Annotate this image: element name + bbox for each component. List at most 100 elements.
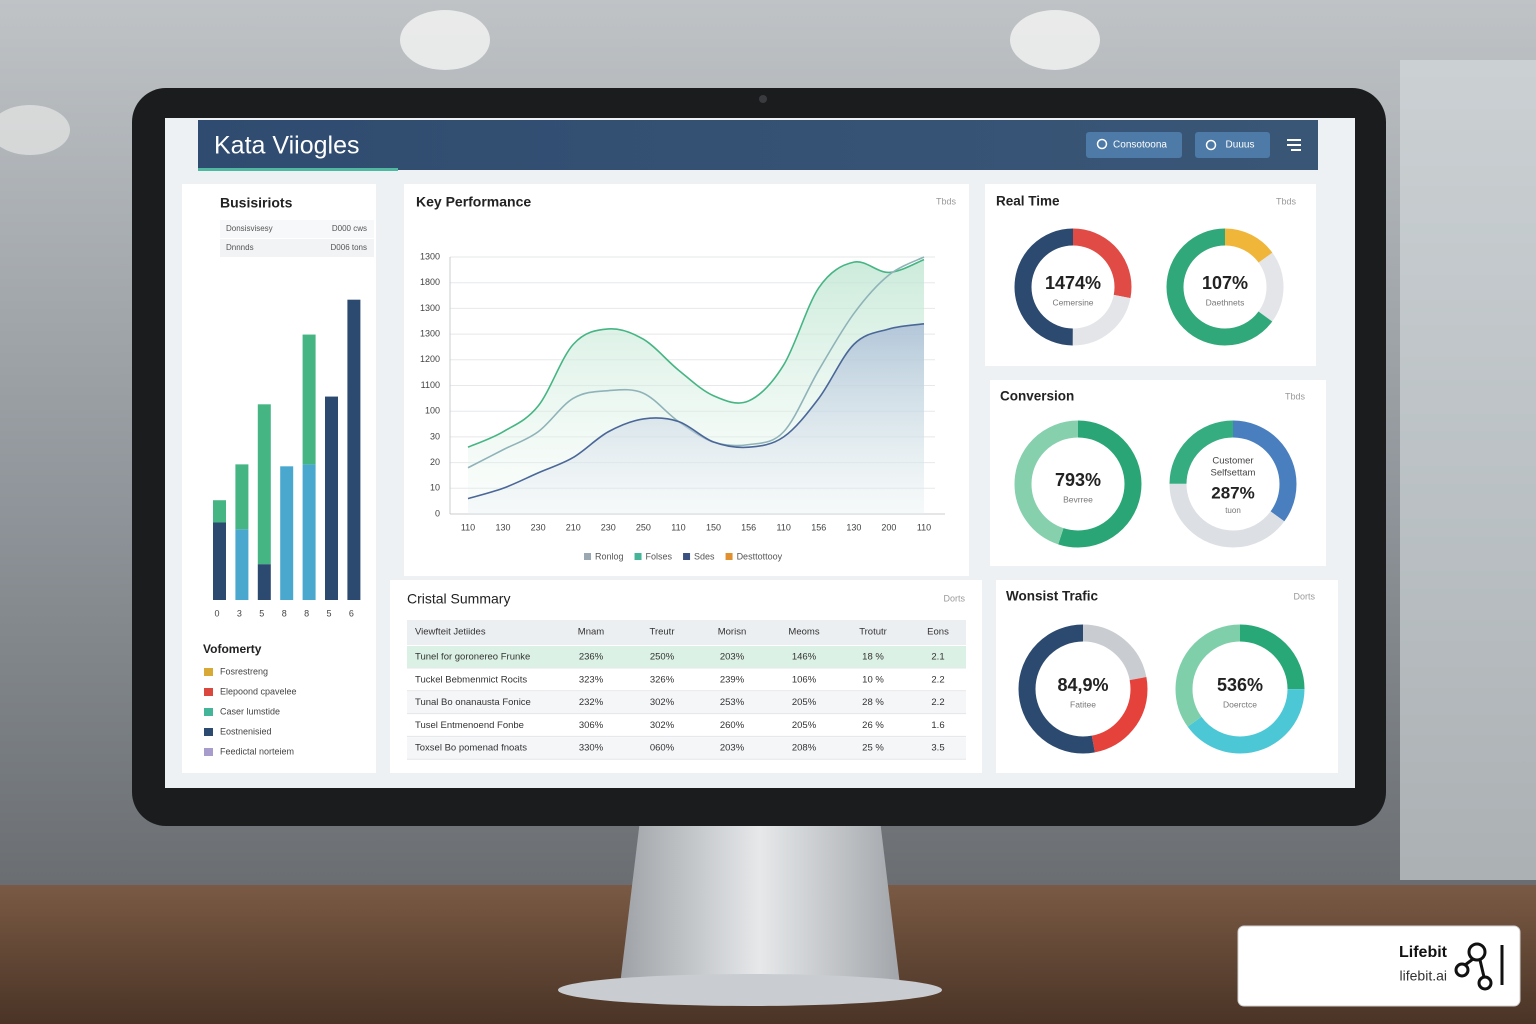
button-label: Consotoona <box>1113 140 1167 151</box>
y-tick-label: 1300 <box>420 303 440 313</box>
legend-title: Vofomerty <box>203 642 262 656</box>
table-cell: 260% <box>720 720 745 731</box>
bar <box>235 529 249 600</box>
x-tick-label: 110 <box>777 522 791 532</box>
panel-tag[interactable]: Tbds <box>1285 391 1306 401</box>
table-cell: 302% <box>650 697 675 708</box>
donut-value: 107% <box>1202 273 1248 293</box>
legend-label: Fosrestreng <box>220 666 268 676</box>
search-icon <box>1096 138 1108 150</box>
table-cell: 239% <box>720 674 745 685</box>
table-cell: 205% <box>792 720 817 731</box>
camera <box>759 95 767 103</box>
column-header: Trotutr <box>859 627 887 638</box>
table-cell: 2.2 <box>931 674 944 685</box>
x-tick-label: 8 <box>304 608 309 618</box>
donut-label: Cemersine <box>1052 297 1093 307</box>
donut-value: 793% <box>1055 470 1101 490</box>
donut-segment <box>1014 228 1132 346</box>
y-tick-label: 1800 <box>420 277 440 287</box>
x-tick-label: 110 <box>917 522 931 532</box>
legend-swatch <box>204 668 213 676</box>
table-cell: 330% <box>579 743 604 754</box>
y-tick-label: 100 <box>425 406 440 416</box>
table-cell: 28 % <box>862 697 884 708</box>
x-tick-label: 5 <box>259 608 264 618</box>
header-accent <box>198 168 398 171</box>
donut-segment <box>1169 420 1297 548</box>
donut-label: Doerctce <box>1223 699 1257 709</box>
x-tick-label: 230 <box>601 522 616 532</box>
donut-segment <box>1014 420 1142 548</box>
table-cell: D000 cws <box>332 224 367 233</box>
stand-base <box>558 974 942 1006</box>
panel <box>990 380 1326 566</box>
column-header: Morisn <box>718 627 747 638</box>
legend-swatch <box>204 728 213 736</box>
donut-heading: Selfsettam <box>1211 468 1256 479</box>
table-cell: 250% <box>650 652 675 663</box>
donut-value: 287% <box>1211 483 1254 502</box>
table-row[interactable] <box>407 714 966 737</box>
table-cell: Tunel for goronereo Frunke <box>415 652 530 663</box>
table-row <box>220 220 374 238</box>
table-cell: 306% <box>579 720 604 731</box>
table-cell: 18 % <box>862 652 884 663</box>
table-cell: Toxsel Bo pomenad fnoats <box>415 743 527 754</box>
table-cell: 1.6 <box>931 720 944 731</box>
table-cell: 203% <box>720 652 745 663</box>
donut-segment <box>1018 624 1148 754</box>
bar <box>280 466 294 600</box>
donut-value: 84,9% <box>1057 675 1108 695</box>
x-tick-label: 230 <box>531 522 546 532</box>
ceiling-light <box>1010 10 1100 70</box>
table-row[interactable] <box>407 691 966 714</box>
x-tick-label: 150 <box>706 522 721 532</box>
menu-icon[interactable] <box>1287 139 1301 151</box>
panel-title: Conversion <box>1000 389 1074 404</box>
badge-name: Lifebit <box>1399 944 1448 961</box>
table-cell: 106% <box>792 674 817 685</box>
table-cell: 25 % <box>862 743 884 754</box>
table-header <box>407 620 966 645</box>
panel-tag[interactable]: Tbds <box>1276 196 1297 206</box>
monitor-stand <box>620 820 900 985</box>
donut-label: Daethnets <box>1206 297 1245 307</box>
table-cell: 205% <box>792 697 817 708</box>
badge-logo <box>1454 942 1504 991</box>
table-row[interactable] <box>407 668 966 691</box>
panel-tag[interactable]: Tbds <box>936 196 957 206</box>
legend-swatch <box>584 553 591 560</box>
table-cell: Tuckel Bebmenmict Rocits <box>415 674 527 685</box>
legend-swatch <box>725 553 733 560</box>
column-header: Meoms <box>788 627 819 638</box>
line <box>467 323 925 500</box>
bar <box>257 404 271 565</box>
x-tick-label: 156 <box>811 522 826 532</box>
x-tick-label: 3 <box>237 608 242 618</box>
panel-title: Wonsist Trafic <box>1006 589 1099 604</box>
ceiling-light <box>400 10 490 70</box>
legend-label: Feedictal norteiem <box>220 746 294 756</box>
column-header: Treutr <box>650 627 675 638</box>
y-tick-label: 30 <box>430 431 440 441</box>
bar <box>235 464 249 530</box>
legend-swatch <box>204 708 213 716</box>
column-header: Mnam <box>578 627 604 638</box>
icon <box>1205 139 1217 151</box>
line <box>467 258 925 448</box>
legend-swatch <box>204 748 213 756</box>
button[interactable] <box>1195 132 1270 158</box>
panel-tag[interactable]: Dorts <box>1293 591 1315 601</box>
panel-title: Real Time <box>996 194 1060 209</box>
table-cell: 26 % <box>862 720 884 731</box>
table-row[interactable] <box>407 646 966 668</box>
button[interactable] <box>1086 132 1182 158</box>
panel <box>182 184 376 773</box>
donut-label: Bevrree <box>1063 494 1093 504</box>
table-cell: 3.5 <box>931 743 944 754</box>
table-row[interactable] <box>407 737 966 760</box>
panel-tag[interactable]: Dorts <box>943 593 965 603</box>
